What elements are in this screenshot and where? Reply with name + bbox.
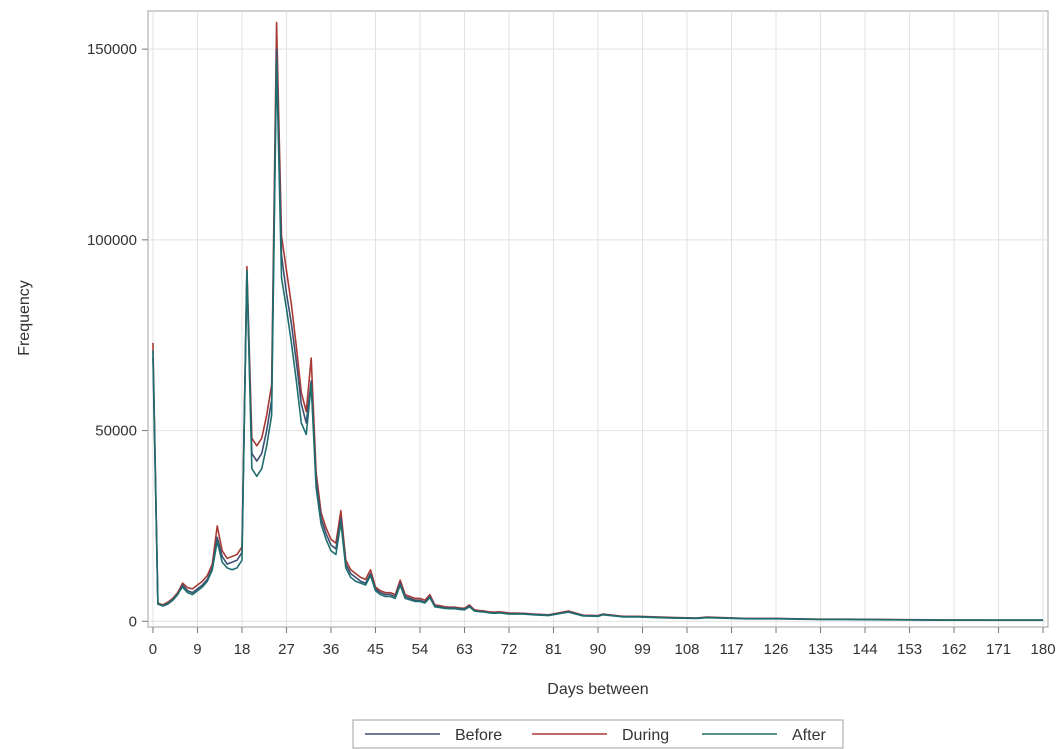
y-axis-title: Frequency <box>16 280 33 356</box>
x-tick-label: 63 <box>456 641 473 658</box>
x-tick-label: 135 <box>808 641 833 658</box>
x-tick-label: 36 <box>323 641 340 658</box>
x-tick-label: 54 <box>412 641 429 658</box>
x-axis-ticks: 0 9 18 27 36 45 54 63 72 81 90 99 108 117 126 135 144 153… <box>149 627 1056 658</box>
x-tick-label: 9 <box>193 641 201 658</box>
x-axis-title: Days between <box>547 681 648 698</box>
x-tick-label: 72 <box>501 641 518 658</box>
y-tick-label: 100000 <box>87 232 137 249</box>
series-lines <box>152 21 1044 622</box>
legend-items: Before During After <box>365 727 826 744</box>
x-tick-label: 171 <box>986 641 1011 658</box>
legend-label-during: During <box>622 727 669 744</box>
y-tick-label: 150000 <box>87 41 137 58</box>
legend-label-after: After <box>792 727 826 744</box>
x-tick-label: 117 <box>720 641 744 658</box>
y-tick-label: 50000 <box>95 423 137 440</box>
x-tick-label: 0 <box>149 641 157 658</box>
x-tick-label: 27 <box>278 641 295 658</box>
grid-lines <box>148 11 1048 627</box>
x-tick-label: 144 <box>853 641 878 658</box>
x-tick-label: 81 <box>545 641 562 658</box>
y-tick-label: 0 <box>129 613 137 630</box>
legend: Before During After <box>352 719 844 749</box>
x-tick-label: 180 <box>1031 641 1056 658</box>
x-tick-label: 90 <box>590 641 607 658</box>
x-tick-label: 108 <box>674 641 699 658</box>
x-tick-label: 99 <box>634 641 651 658</box>
x-tick-label: 153 <box>897 641 922 658</box>
legend-label-before: Before <box>455 727 502 744</box>
x-tick-label: 18 <box>234 641 251 658</box>
x-tick-label: 126 <box>764 641 789 658</box>
series-line-after <box>152 59 1044 622</box>
x-tick-label: 45 <box>367 641 384 658</box>
y-axis-ticks: 0 50000 100000 150000 <box>87 41 148 630</box>
x-tick-label: 162 <box>942 641 967 658</box>
